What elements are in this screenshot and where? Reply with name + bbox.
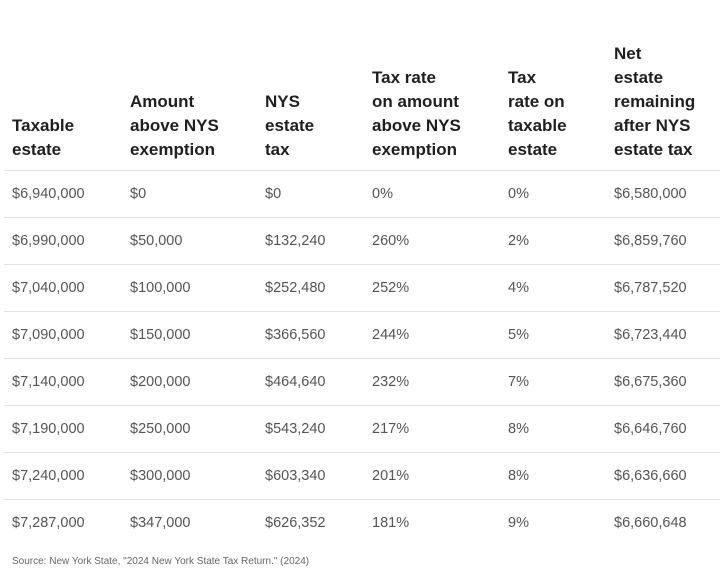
table-cell: $6,940,000 [4,170,122,218]
table-cell: $6,580,000 [606,170,720,218]
table-cell: 5% [500,311,606,359]
table-cell: 0% [364,170,500,218]
table-cell: $7,140,000 [4,358,122,406]
table-cell: 7% [500,358,606,406]
table-cell: $100,000 [122,264,257,312]
table-cell: $7,040,000 [4,264,122,312]
table-cell: $347,000 [122,499,257,546]
table-cell: $6,787,520 [606,264,720,312]
table-cell: $6,675,360 [606,358,720,406]
header-row: Taxable estate Amount above NYS exemption… [4,0,720,171]
table-cell: $6,660,648 [606,499,720,546]
table-cell: $6,646,760 [606,405,720,453]
table-cell: $366,560 [257,311,364,359]
table-cell: $7,090,000 [4,311,122,359]
table-cell: $7,190,000 [4,405,122,453]
column-header-5: Tax rate on taxable estate [508,68,567,159]
table-cell: 217% [364,405,500,453]
table-row: $7,140,000 $200,000 $464,640 232% 7% $6,675,3… [4,358,720,406]
table-cell: $150,000 [122,311,257,359]
table-cell: 8% [500,405,606,453]
table-row: $7,190,000 $250,000 $543,240 217% 8% $6,646,7… [4,405,720,453]
table-cell: $6,636,660 [606,452,720,500]
column-header-4: Tax rate on amount above NYS exemption [372,68,461,159]
table-row: $7,287,000 $347,000 $626,352 181% 9% $6,660,6… [4,499,720,546]
column-header-3: NYS estate tax [265,92,315,159]
table-cell: 201% [364,452,500,500]
table-row: $6,940,000 $0 $0 0% 0% $6,580,000 [4,170,720,218]
estate-tax-table: Taxable estate Amount above NYS exemption… [4,0,720,546]
table-row: $7,090,000 $150,000 $366,560 244% 5% $6,723,4… [4,311,720,359]
table-cell: $50,000 [122,217,257,265]
table-cell: 9% [500,499,606,546]
source-note: Source: New York State, "2024 New York S… [12,556,310,567]
table-cell: $7,287,000 [4,499,122,546]
table-cell: $6,723,440 [606,311,720,359]
table-row: $6,990,000 $50,000 $132,240 260% 2% $6,859,76… [4,217,720,265]
column-header-6: Net estate remaining after NYS estate ta… [614,44,696,159]
table-cell: $7,240,000 [4,452,122,500]
table-cell: 244% [364,311,500,359]
table-cell: 0% [500,170,606,218]
table-cell: 260% [364,217,500,265]
table-cell: $543,240 [257,405,364,453]
table-cell: $252,480 [257,264,364,312]
table-body: $6,940,000 $0 $0 0% 0% $6,580,000 $6,990,000 $5… [4,170,720,546]
table-row: $7,240,000 $300,000 $603,340 201% 8% $6,636,6… [4,452,720,500]
table-cell: $200,000 [122,358,257,406]
table-cell: $6,859,760 [606,217,720,265]
table-cell: 252% [364,264,500,312]
table-cell: $250,000 [122,405,257,453]
table-cell: $6,990,000 [4,217,122,265]
table-cell: 4% [500,264,606,312]
table-cell: $0 [257,170,364,218]
table-cell: 2% [500,217,606,265]
table-cell: $0 [122,170,257,218]
table-cell: 8% [500,452,606,500]
table-cell: 181% [364,499,500,546]
table-header: Taxable estate Amount above NYS exemption… [4,0,720,171]
table-cell: $626,352 [257,499,364,546]
column-header-2: Amount above NYS exemption [130,92,219,159]
estate-tax-table-container: Taxable estate Amount above NYS exemption… [4,0,720,546]
table-cell: $132,240 [257,217,364,265]
table-cell: $300,000 [122,452,257,500]
table-cell: $603,340 [257,452,364,500]
table-cell: $464,640 [257,358,364,406]
table-cell: 232% [364,358,500,406]
table-row: $7,040,000 $100,000 $252,480 252% 4% $6,787,5… [4,264,720,312]
column-header-1: Taxable estate [12,116,75,159]
